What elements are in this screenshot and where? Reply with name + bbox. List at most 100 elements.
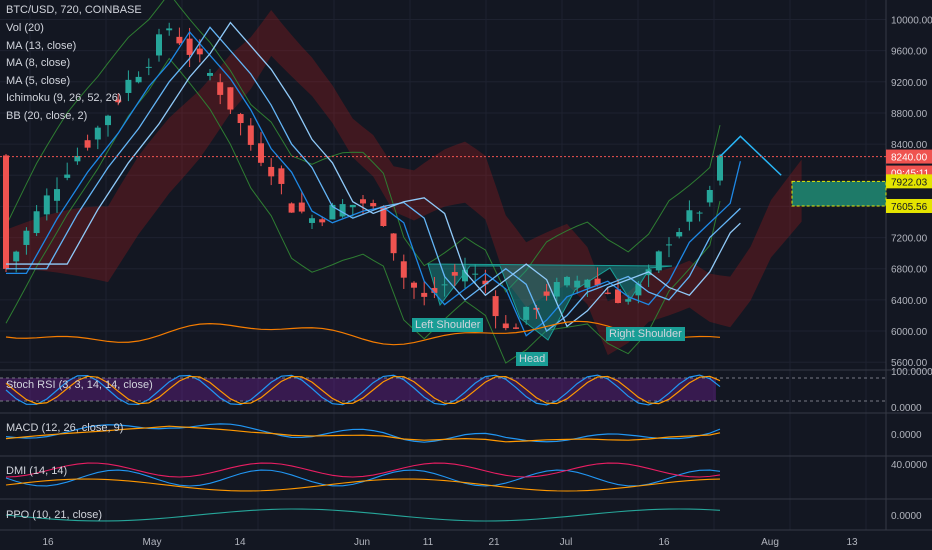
candle-body: [553, 282, 560, 297]
stoch-label[interactable]: Stoch RSI (3, 3, 14, 14, close): [6, 379, 153, 391]
stoch-tick-label: 100.0000: [891, 367, 932, 378]
dmi-tick-label: 40.0000: [891, 460, 928, 471]
ichimoku-cloud: [6, 10, 802, 356]
candle-body: [686, 210, 693, 222]
candle-body: [584, 279, 591, 288]
head-label: Head: [516, 352, 549, 366]
candle-body: [217, 82, 224, 95]
candle-body: [94, 127, 101, 140]
candle-body: [176, 36, 183, 44]
candle-body: [370, 203, 377, 207]
candle-body: [349, 204, 356, 208]
candle-body: [298, 202, 305, 212]
price-tick-label: 5600.00: [891, 358, 928, 369]
candle-body: [288, 203, 295, 213]
right-shoulder-label: Right Shoulder: [606, 327, 685, 341]
candle-body: [54, 189, 60, 201]
candle-body: [360, 199, 366, 204]
indicator-label[interactable]: Vol (20): [6, 22, 44, 34]
candle-body: [207, 72, 213, 76]
candle-body: [258, 143, 264, 163]
ppo-tick-label: 0.0000: [891, 511, 922, 522]
candle-body: [411, 282, 417, 288]
macd-signal-line: [5, 425, 721, 443]
moving-average-line: [6, 30, 742, 337]
price-tick-label: 9200.00: [891, 78, 928, 89]
moving-average-line: [6, 21, 741, 328]
candle-body: [513, 327, 519, 329]
candle-body: [13, 251, 20, 262]
volume-ma-line: [5, 320, 721, 346]
candle-body: [655, 251, 662, 271]
macd-line: [5, 423, 721, 443]
candle-body: [3, 155, 9, 269]
candle-body: [339, 204, 346, 217]
candle-body: [523, 306, 530, 320]
candle-body: [186, 38, 193, 55]
indicator-label[interactable]: MA (8, close): [6, 57, 71, 69]
price-tick-label: 6000.00: [891, 327, 928, 338]
symbol-title[interactable]: BTC/USD, 720, COINBASE: [6, 4, 142, 16]
candle-body: [706, 190, 713, 203]
time-tick-label: 14: [234, 537, 246, 548]
stoch-tick-label: 0.0000: [891, 403, 922, 414]
dmi-minus-line: [5, 462, 721, 478]
candle-body: [717, 155, 723, 181]
candle-body: [666, 244, 672, 246]
candle-body: [268, 166, 275, 177]
candle-body: [380, 206, 387, 227]
bb-upper: [5, 0, 721, 293]
candle-body: [400, 261, 407, 278]
candle-body: [482, 280, 489, 285]
target-top-tag: 7922.03: [891, 177, 928, 188]
candle-body: [696, 212, 703, 214]
macd-tick-label: 0.0000: [891, 430, 922, 441]
candle-body: [237, 114, 244, 124]
candle-body: [451, 272, 458, 276]
candle-body: [115, 99, 122, 103]
candle-body: [309, 218, 315, 223]
dmi-label[interactable]: DMI (14, 14): [6, 465, 68, 477]
candle-body: [227, 87, 234, 110]
price-tick-label: 8800.00: [891, 109, 928, 120]
dmi-plus-line: [5, 469, 721, 487]
target-bottom-tag: 7605.56: [891, 202, 928, 213]
macd-label[interactable]: MACD (12, 26, close, 9): [6, 422, 124, 434]
candle-body: [502, 323, 509, 329]
time-tick-label: 16: [658, 537, 670, 548]
indicator-label[interactable]: MA (13, close): [6, 39, 77, 52]
candle-body: [43, 195, 50, 215]
candle-body: [329, 204, 336, 220]
candle-body: [156, 34, 162, 56]
left-shoulder-label: Left Shoulder: [412, 318, 484, 332]
price-tick-label: 10000.00: [891, 15, 932, 26]
indicator-label[interactable]: BB (20, close, 2): [6, 109, 88, 122]
time-tick-label: 16: [42, 537, 54, 548]
time-tick-label: Aug: [761, 537, 779, 548]
candle-body: [462, 269, 468, 282]
time-tick-label: Jul: [560, 537, 573, 548]
indicator-label[interactable]: MA (5, close): [6, 74, 71, 87]
candle-body: [319, 219, 326, 223]
candle-body: [64, 174, 71, 178]
price-tick-label: 7200.00: [891, 234, 928, 245]
ppo-label[interactable]: PPO (10, 21, close): [6, 509, 102, 521]
candle-body: [390, 233, 397, 254]
candle-body: [247, 125, 254, 145]
candle-body: [594, 278, 601, 286]
candle-body: [441, 284, 448, 286]
indicator-label[interactable]: Ichimoku (9, 26, 52, 26): [6, 92, 122, 104]
candle-body: [105, 115, 111, 126]
price-tick-label: 6800.00: [891, 265, 928, 276]
time-tick-label: May: [143, 537, 162, 548]
time-tick-label: 21: [488, 537, 500, 548]
candle-body: [33, 211, 40, 234]
projection-path: [719, 135, 782, 176]
candle-body: [421, 292, 428, 297]
adx-line: [5, 478, 721, 492]
candle-body: [676, 232, 683, 237]
price-tick-label: 9600.00: [891, 47, 928, 58]
target-zone: [791, 180, 887, 207]
